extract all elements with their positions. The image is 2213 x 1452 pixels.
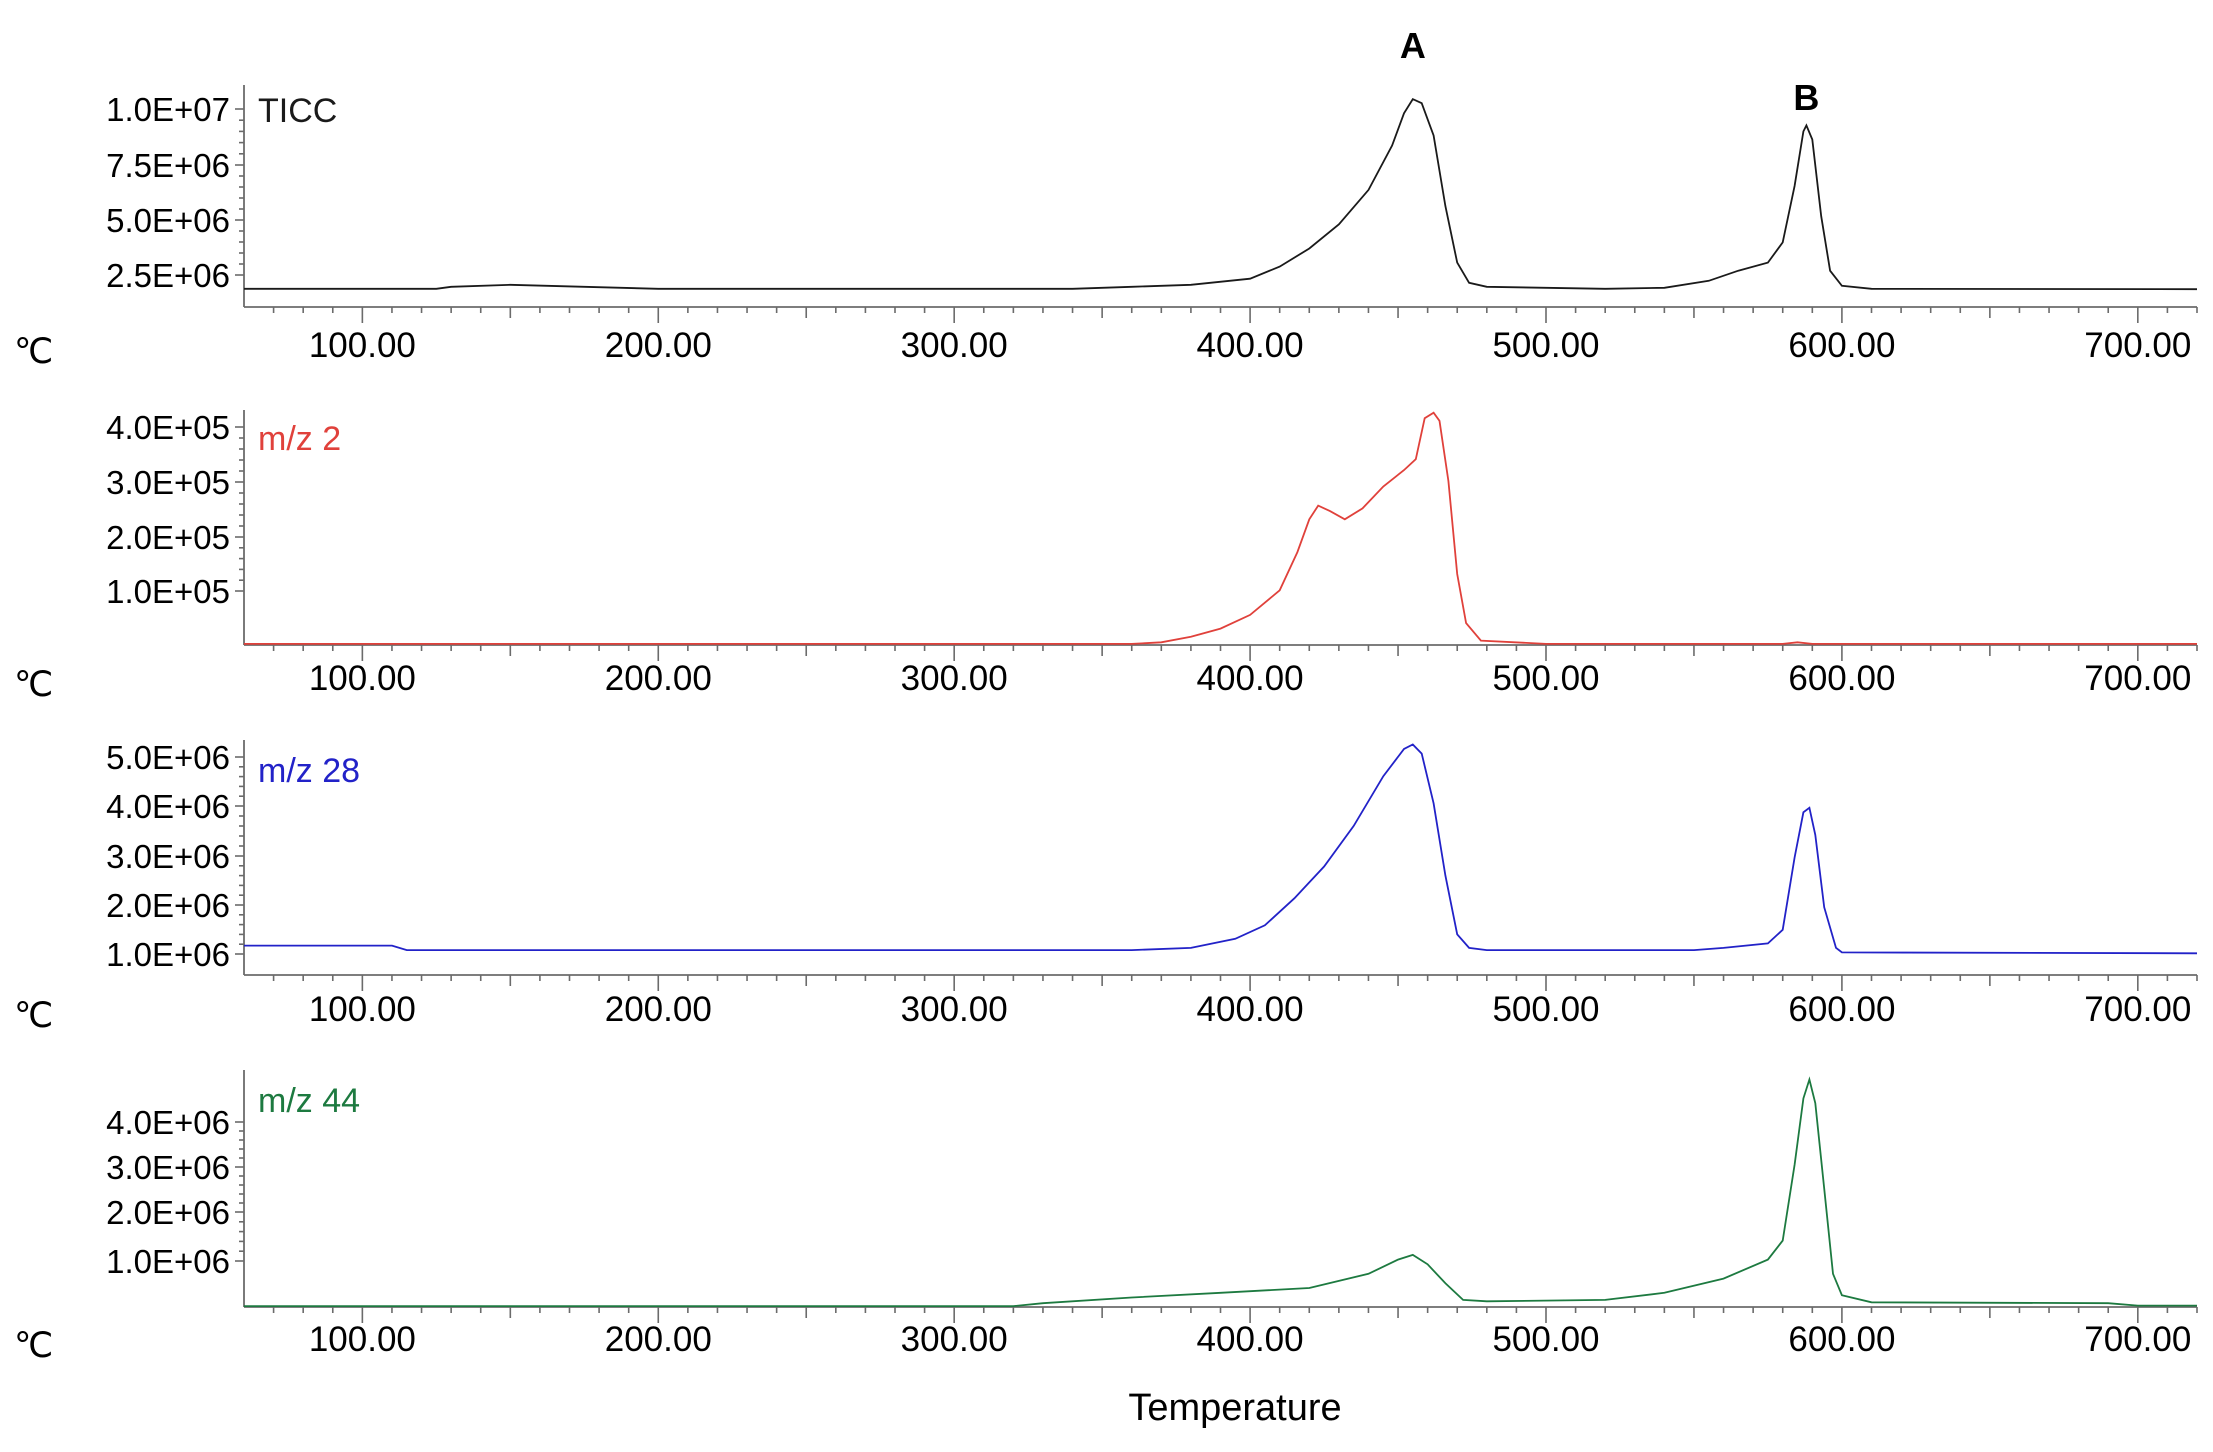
x-tick-label: 700.00 [2084, 1320, 2191, 1359]
panel-1: 1.0E+07 7.5E+06 5.0E+06 2.5E+06 100.00 200.00… [14, 85, 2198, 371]
x-unit-label: ℃ [14, 996, 53, 1035]
y-tick-label: 1.0E+06 [106, 1243, 230, 1280]
y-tick-label: 3.0E+06 [106, 838, 230, 875]
y-tick-label: 2.0E+06 [106, 1194, 230, 1231]
peak-annotations: AB [1400, 25, 1820, 118]
x-tick-label: 100.00 [309, 990, 416, 1029]
x-tick-label: 200.00 [605, 1320, 712, 1359]
x-unit-label: ℃ [14, 1326, 53, 1365]
series-label: m/z 2 [258, 420, 341, 458]
y-tick-label: 1.0E+05 [106, 573, 230, 610]
x-tick-label: 400.00 [1197, 1320, 1304, 1359]
x-tick-label: 400.00 [1197, 326, 1304, 365]
x-tick-label: 600.00 [1788, 326, 1895, 365]
panel-4: 4.0E+06 3.0E+06 2.0E+06 1.0E+06 100.00 200.00… [14, 1070, 2198, 1365]
series-line [244, 1076, 2197, 1307]
x-tick-label: 500.00 [1492, 326, 1599, 365]
x-tick-label: 700.00 [2084, 659, 2191, 698]
y-tick-label: 3.0E+05 [106, 464, 230, 501]
y-tick-label: 5.0E+06 [106, 202, 230, 239]
y-tick-label: 7.5E+06 [106, 147, 230, 184]
peak-label: A [1400, 25, 1426, 66]
y-tick-label: 1.0E+06 [106, 936, 230, 973]
x-tick-label: 700.00 [2084, 326, 2191, 365]
x-tick-label: 500.00 [1492, 659, 1599, 698]
y-tick-label: 2.0E+05 [106, 519, 230, 556]
x-tick-label: 400.00 [1197, 659, 1304, 698]
x-unit-label: ℃ [14, 665, 53, 704]
series-line [244, 411, 2197, 645]
series-line [244, 97, 2198, 291]
x-tick-label: 500.00 [1492, 1320, 1599, 1359]
x-tick-label: 100.00 [309, 326, 416, 365]
x-tick-label: 400.00 [1197, 990, 1304, 1029]
x-tick-label: 600.00 [1788, 990, 1895, 1029]
x-unit-label: ℃ [14, 332, 53, 371]
x-tick-label: 300.00 [901, 659, 1008, 698]
y-tick-label: 2.5E+06 [106, 257, 230, 294]
x-tick-label: 600.00 [1788, 659, 1895, 698]
peak-label: B [1793, 77, 1819, 118]
y-tick-label: 4.0E+06 [106, 788, 230, 825]
x-tick-label: 300.00 [901, 326, 1008, 365]
y-tick-label: 4.0E+05 [106, 409, 230, 446]
x-tick-label: 100.00 [309, 659, 416, 698]
x-tick-label: 300.00 [901, 1320, 1008, 1359]
series-label: TICC [258, 92, 337, 130]
x-tick-label: 500.00 [1492, 990, 1599, 1029]
series-label: m/z 28 [258, 752, 360, 790]
x-tick-label: 300.00 [901, 990, 1008, 1029]
series-label: m/z 44 [258, 1082, 360, 1120]
x-axis-title: Temperature [1128, 1387, 1341, 1429]
x-tick-label: 200.00 [605, 659, 712, 698]
x-tick-label: 200.00 [605, 326, 712, 365]
x-tick-label: 200.00 [605, 990, 712, 1029]
x-tick-label: 600.00 [1788, 1320, 1895, 1359]
y-tick-label: 4.0E+06 [106, 1104, 230, 1141]
x-tick-label: 100.00 [309, 1320, 416, 1359]
y-tick-label: 1.0E+07 [106, 91, 230, 128]
series-line [244, 743, 2198, 955]
chart-panels: 1.0E+07 7.5E+06 5.0E+06 2.5E+06 100.00 200.00… [14, 85, 2198, 1365]
x-tick-label: 700.00 [2084, 990, 2191, 1029]
panel-3: 5.0E+06 4.0E+06 3.0E+06 2.0E+06 1.0E+06 100.0… [14, 739, 2198, 1035]
y-tick-label: 2.0E+06 [106, 887, 230, 924]
panel-2: 4.0E+05 3.0E+05 2.0E+05 1.0E+05 100.00 200.00… [14, 409, 2198, 704]
y-tick-label: 5.0E+06 [106, 739, 230, 776]
y-tick-label: 3.0E+06 [106, 1149, 230, 1186]
